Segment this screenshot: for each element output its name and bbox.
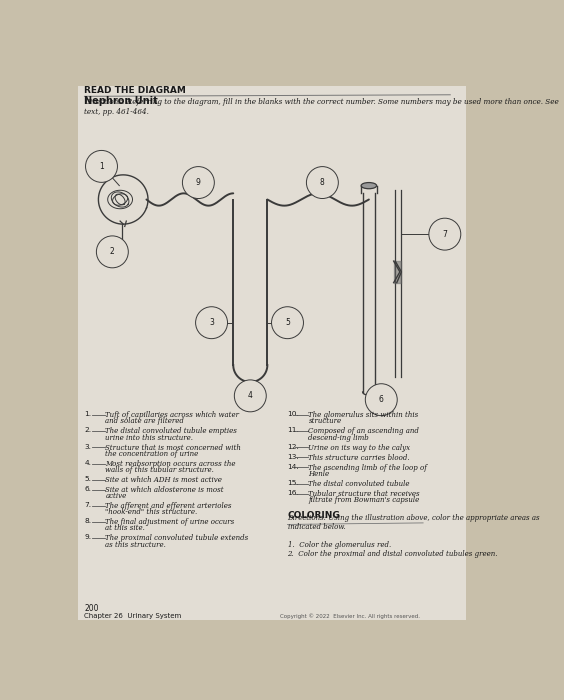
Text: Urine on its way to the calyx: Urine on its way to the calyx: [309, 444, 411, 452]
Text: 2.: 2.: [85, 428, 91, 433]
Text: filtrate from Bowman's capsule: filtrate from Bowman's capsule: [309, 496, 420, 504]
Text: 2: 2: [110, 247, 114, 256]
Text: Chapter 26  Urinary System: Chapter 26 Urinary System: [85, 613, 182, 620]
Text: Site at which ADH is most active: Site at which ADH is most active: [105, 476, 222, 484]
Text: Most reabsorption occurs across the: Most reabsorption occurs across the: [105, 460, 236, 468]
Text: 9.: 9.: [85, 535, 91, 540]
Text: 3: 3: [209, 318, 214, 327]
Text: The afferent and efferent arterioles: The afferent and efferent arterioles: [105, 502, 232, 510]
FancyBboxPatch shape: [78, 85, 466, 620]
Text: Tubular structure that receives: Tubular structure that receives: [309, 490, 420, 498]
Text: Tuft of capillaries across which water: Tuft of capillaries across which water: [105, 412, 239, 419]
Text: "hook-end" this structure.: "hook-end" this structure.: [105, 508, 197, 517]
Text: 5: 5: [285, 318, 290, 327]
Text: as this structure.: as this structure.: [105, 540, 166, 549]
Ellipse shape: [361, 183, 377, 189]
Text: Site at which aldosterone is most: Site at which aldosterone is most: [105, 486, 224, 494]
Text: 4.: 4.: [85, 460, 91, 466]
Text: 6: 6: [379, 395, 384, 404]
Text: 3.: 3.: [85, 444, 91, 449]
Text: COLORING: COLORING: [288, 510, 340, 519]
Text: Copyright © 2022  Elsevier Inc. All rights reserved.: Copyright © 2022 Elsevier Inc. All right…: [280, 614, 420, 620]
Text: active: active: [105, 492, 127, 500]
Text: descend-ing limb: descend-ing limb: [309, 433, 369, 442]
Text: walls of this tubular structure.: walls of this tubular structure.: [105, 466, 214, 474]
Text: Composed of an ascending and: Composed of an ascending and: [309, 428, 419, 435]
Text: 11.: 11.: [288, 428, 299, 433]
Text: 12.: 12.: [288, 444, 299, 449]
Text: 6.: 6.: [85, 486, 91, 492]
Text: at this site.: at this site.: [105, 524, 146, 533]
Text: the concentration of urine: the concentration of urine: [105, 450, 199, 458]
Text: 14.: 14.: [288, 463, 299, 470]
Text: 16.: 16.: [288, 490, 299, 496]
Text: 2.  Color the proximal and distal convoluted tubules green.: 2. Color the proximal and distal convolu…: [288, 550, 498, 558]
Text: The distal convoluted tubule: The distal convoluted tubule: [309, 480, 410, 488]
Text: 1.  Color the glomerulus red.: 1. Color the glomerulus red.: [288, 541, 391, 549]
Text: 13.: 13.: [288, 454, 299, 460]
Text: structure: structure: [309, 417, 342, 426]
Text: The proximal convoluted tubule extends: The proximal convoluted tubule extends: [105, 535, 249, 542]
Text: 9: 9: [196, 178, 201, 187]
Text: 8.: 8.: [85, 518, 91, 524]
Text: Henle: Henle: [309, 470, 329, 478]
Text: 7.: 7.: [85, 502, 91, 508]
Text: The ascending limb of the loop of: The ascending limb of the loop of: [309, 463, 428, 472]
Text: Structure that is most concerned with: Structure that is most concerned with: [105, 444, 241, 452]
Text: The final adjustment of urine occurs: The final adjustment of urine occurs: [105, 518, 235, 526]
Text: 200: 200: [85, 605, 99, 613]
Text: 10.: 10.: [288, 412, 299, 417]
Text: READ THE DIAGRAM: READ THE DIAGRAM: [85, 86, 186, 95]
Text: 5.: 5.: [85, 476, 91, 482]
Text: This structure carries blood.: This structure carries blood.: [309, 454, 410, 461]
Text: 4: 4: [248, 391, 253, 400]
Text: 7: 7: [442, 230, 447, 239]
Text: 1.: 1.: [85, 412, 91, 417]
Text: 8: 8: [320, 178, 325, 187]
Text: Directions: Referring to the diagram, fill in the blanks with the correct number: Directions: Referring to the diagram, fi…: [85, 99, 559, 116]
Text: 15.: 15.: [288, 480, 299, 486]
Text: Nephron Unit: Nephron Unit: [85, 96, 158, 106]
Text: and solate are filtered: and solate are filtered: [105, 417, 184, 426]
Text: The glomerulus sits within this: The glomerulus sits within this: [309, 412, 418, 419]
Text: The distal convoluted tubule empties: The distal convoluted tubule empties: [105, 428, 237, 435]
Text: urine into this structure.: urine into this structure.: [105, 433, 193, 442]
Text: Directions: Using the illustration above, color the appropriate areas as indicat: Directions: Using the illustration above…: [288, 514, 540, 531]
Text: 1: 1: [99, 162, 104, 171]
